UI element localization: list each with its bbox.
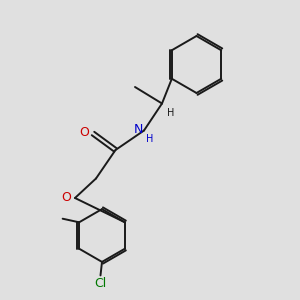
Text: H: H — [167, 108, 175, 118]
Text: N: N — [134, 123, 143, 136]
Text: O: O — [61, 191, 71, 204]
Text: H: H — [146, 134, 154, 144]
Text: Cl: Cl — [94, 277, 106, 290]
Text: O: O — [80, 126, 89, 140]
